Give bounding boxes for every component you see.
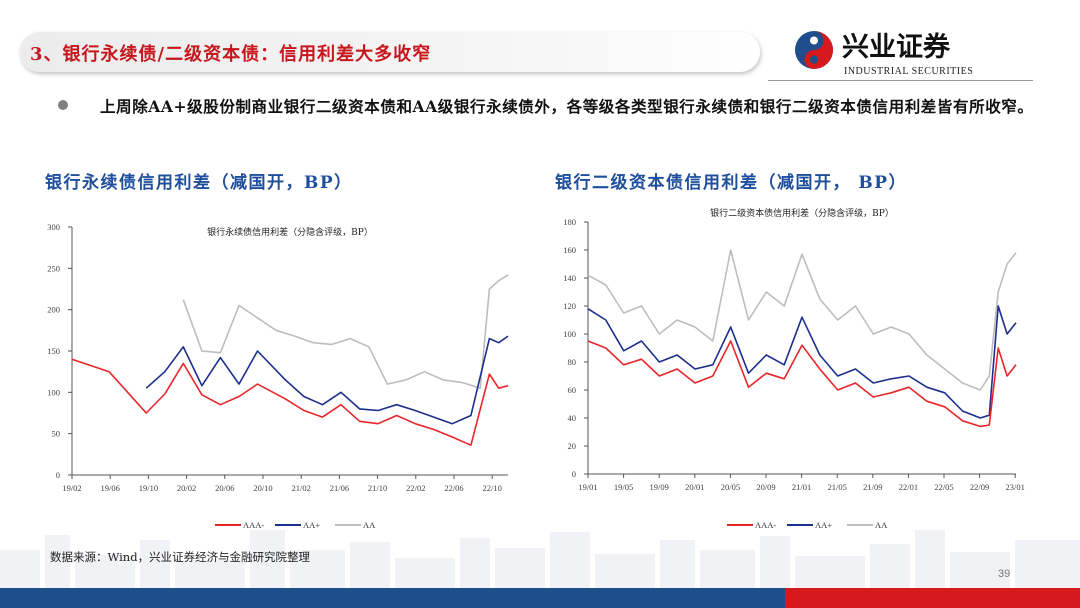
x-tick-label: 21/01 (792, 482, 811, 492)
slide-title: 3、银行永续债/二级资本债：信用利差大多收窄 (30, 44, 432, 65)
x-tick-label: 22/02 (406, 483, 425, 493)
x-tick-label: 19/05 (614, 482, 633, 492)
y-tick-label: 150 (47, 346, 60, 356)
x-tick-label: 19/01 (578, 482, 597, 492)
series-line-AAplus (587, 305, 1017, 419)
y-tick-label: 40 (568, 413, 577, 423)
y-tick-label: 100 (47, 387, 60, 397)
data-source-note: 数据来源：Wind，兴业证券经济与金融研究院整理 (50, 550, 311, 564)
x-tick-label: 21/05 (828, 482, 847, 492)
legend-label: AA (875, 520, 888, 530)
y-tick-label: 180 (563, 217, 576, 227)
x-tick-label: 20/09 (756, 482, 775, 492)
y-tick-label: 140 (563, 273, 576, 283)
skyline-background (0, 530, 1080, 590)
title-banner (20, 32, 760, 72)
x-tick-label: 22/01 (899, 482, 918, 492)
company-logo: 兴业证券 INDUSTRIAL SECURITIES (795, 31, 973, 77)
x-tick-label: 21/10 (368, 483, 387, 493)
logo-name-cn: 兴业证券 (842, 31, 951, 63)
legend-label: AA+ (303, 520, 320, 530)
legend-label: AAA- (243, 520, 264, 530)
legend-label: AAA- (755, 520, 776, 530)
x-tick-label: 20/06 (215, 483, 234, 493)
y-tick-label: 20 (568, 441, 577, 451)
y-tick-label: 50 (52, 429, 61, 439)
x-tick-label: 20/05 (721, 482, 740, 492)
y-tick-label: 250 (47, 263, 60, 273)
x-tick-label: 19/06 (101, 483, 120, 493)
x-tick-label: 21/09 (863, 482, 882, 492)
x-tick-label: 22/05 (934, 482, 953, 492)
y-tick-label: 200 (47, 305, 60, 315)
left-chart-heading: 银行永续债信用利差（减国开，BP） (45, 173, 353, 193)
x-tick-label: 19/02 (62, 483, 81, 493)
y-tick-label: 120 (563, 301, 576, 311)
logo-name-en: INDUSTRIAL SECURITIES (844, 66, 973, 77)
x-tick-label: 22/09 (970, 482, 989, 492)
legend-label: AA (363, 520, 376, 530)
logo-mark-icon (795, 31, 833, 69)
x-tick-label: 20/01 (685, 482, 704, 492)
series-line-AAAminus (587, 340, 1017, 428)
x-tick-label: 20/10 (253, 483, 272, 493)
bullet-icon (58, 100, 68, 110)
summary-text: 上周除AA+级股份制商业银行二级资本债和AA级银行永续债外，各等级各类型银行永续… (100, 97, 1034, 116)
y-tick-label: 60 (568, 385, 577, 395)
y-tick-label: 300 (47, 222, 60, 232)
perpetual-bond-spread-chart: 银行永续债信用利差（分隐含评级，BP） 0 50 100 150 200 250 300 19/… (47, 222, 509, 530)
x-tick-label: 23/01 (1006, 482, 1025, 492)
chart-inner-title: 银行永续债信用利差（分隐含评级，BP） (207, 226, 373, 238)
x-tick-label: 21/06 (330, 483, 349, 493)
legend-label: AA+ (815, 520, 832, 530)
y-tick-label: 160 (563, 245, 576, 255)
series-line-AAplus (145, 335, 509, 425)
y-tick-label: 80 (568, 357, 577, 367)
series-line-AA (587, 249, 1017, 391)
page-number: 39 (998, 568, 1011, 580)
x-tick-label: 22/06 (444, 483, 463, 493)
x-tick-label: 22/10 (483, 483, 502, 493)
x-tick-label: 21/02 (292, 483, 311, 493)
x-tick-label: 19/10 (139, 483, 158, 493)
y-tick-label: 0 (56, 470, 60, 480)
footer-bar-red (785, 588, 1080, 608)
x-tick-label: 19/09 (650, 482, 669, 492)
right-chart-heading: 银行二级资本债信用利差（减国开， BP） (555, 173, 908, 193)
footer-bar-blue (0, 588, 785, 608)
tier2-capital-bond-spread-chart: 银行二级资本债信用利差（分隐含评级，BP） 0 20 40 60 80 100 120 140 1… (563, 207, 1025, 530)
series-line-AA (182, 274, 509, 389)
y-tick-label: 100 (563, 329, 576, 339)
x-tick-label: 20/02 (177, 483, 196, 493)
y-tick-label: 0 (572, 469, 576, 479)
chart-inner-title: 银行二级资本债信用利差（分隐含评级，BP） (710, 207, 894, 219)
header-rule (768, 80, 1033, 81)
series-line-AAAminus (71, 358, 509, 446)
